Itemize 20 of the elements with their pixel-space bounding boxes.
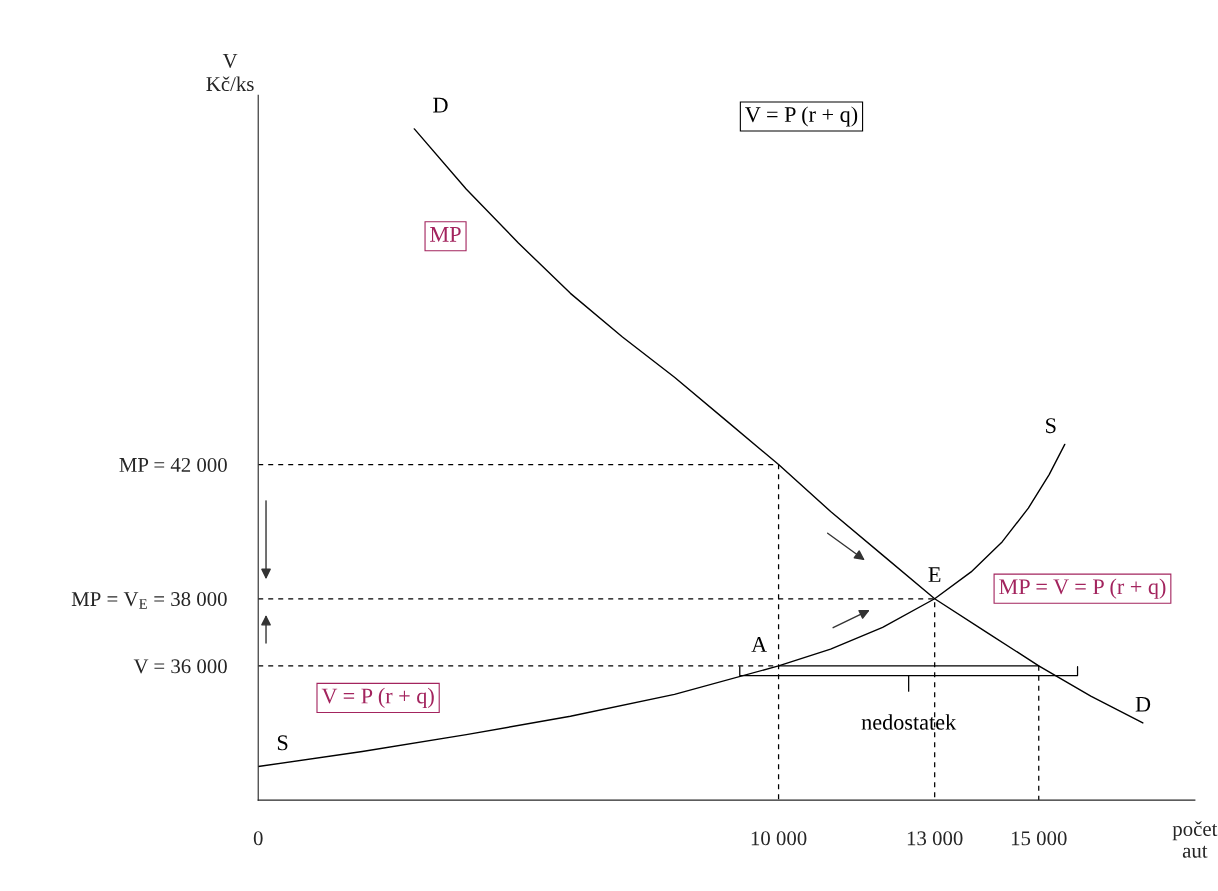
annotation: MP = V = P (r + q) xyxy=(999,578,1166,599)
x-axis-title: počet aut xyxy=(1172,821,1218,858)
x-tick-label: 0 xyxy=(253,831,263,846)
series-label: D xyxy=(1135,696,1151,712)
y-tick-label: MP = V$_{E}$ = 38 000 xyxy=(71,592,227,609)
y-tick-label: V = 36 000 xyxy=(133,659,227,674)
x-tick-label: 15 000 xyxy=(1011,831,1067,846)
annotation: MP xyxy=(430,227,461,242)
y-axis-title: V Kč/ks xyxy=(206,54,254,92)
annotation: A xyxy=(751,637,767,652)
annotation: E xyxy=(928,567,941,582)
x-tick-label: 10 000 xyxy=(751,831,807,846)
y-tick-label: MP = 42 000 xyxy=(119,457,227,472)
text: D xyxy=(433,97,448,113)
x-tick-label: 13 000 xyxy=(907,831,963,846)
series-label: S xyxy=(277,735,288,751)
text: S xyxy=(1046,418,1056,434)
annotation: V = P (r + q) xyxy=(745,106,858,127)
annotation: nedostatek xyxy=(861,714,957,730)
annotation: V = P (r + q) xyxy=(321,687,434,708)
